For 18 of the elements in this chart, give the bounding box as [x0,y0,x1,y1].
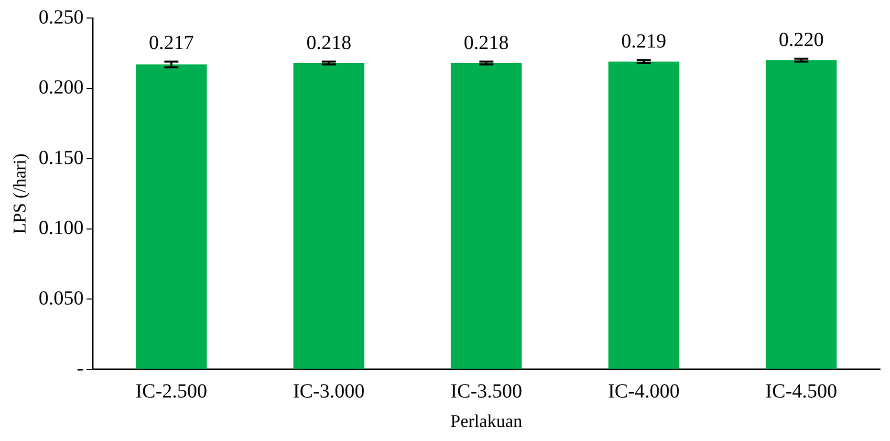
y-tick-label: 0.150 [38,146,84,169]
x-tick-label: IC-2.500 [136,380,208,403]
y-tick-label: 0.100 [38,217,84,240]
x-tick-label: IC-3.500 [450,380,522,403]
data-label: 0.217 [148,32,194,54]
y-tick-label: - [76,358,84,380]
y-axis-title: LPS (/hari) [10,153,30,234]
x-tick-label: IC-3.000 [292,380,365,403]
x-tick-label: IC-4.000 [608,380,680,403]
data-label: 0.220 [778,29,824,52]
y-tick-label: 0.200 [38,76,84,99]
data-label: 0.218 [306,32,352,54]
data-label: 0.218 [464,32,509,54]
x-tick-label: IC-4.500 [765,380,838,403]
y-tick-label: 0.250 [38,6,84,28]
y-tick-label: 0.050 [38,287,84,310]
data-label: 0.219 [621,30,666,52]
x-axis-title: Perlakuan [450,410,522,431]
